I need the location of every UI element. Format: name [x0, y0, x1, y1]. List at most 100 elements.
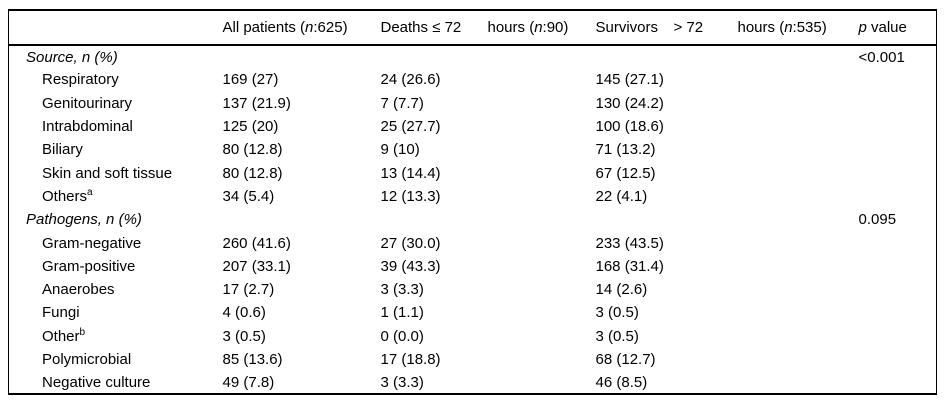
row-label: Skin and soft tissue [42, 164, 173, 182]
row-label: Genitourinary [42, 94, 133, 112]
row-label: Others [42, 187, 88, 205]
cell-hours-n535 [738, 161, 859, 184]
cell-survivors: 46 (8.5) [595, 373, 648, 391]
row-label: Biliary [42, 141, 83, 159]
row-label-cell: Source, n (%) [9, 45, 223, 68]
cell-hours-n90 [488, 278, 596, 301]
cell-deaths-72: 1 (1.1) [380, 304, 424, 322]
cell-gt-72 [674, 92, 738, 115]
row-label-cell: Intrabdominal [9, 115, 223, 138]
cell-hours-n90 [488, 92, 596, 115]
cell-deaths-72: 24 (26.6) [380, 71, 441, 89]
cell-survivors: 130 (24.2) [595, 94, 664, 112]
header-italic-n: n [305, 19, 314, 36]
row-label-cell: Othersa [9, 185, 223, 208]
cell-hours-n535 [738, 231, 859, 254]
cell-survivors: 68 (12.7) [595, 351, 656, 368]
table-row: Fungi 4 (0.6) 1 (1.1) 3 (0.5) [9, 301, 937, 324]
cell-gt-72 [674, 185, 738, 208]
cell-gt-72 [674, 231, 738, 254]
row-label: Anaerobes [42, 281, 115, 299]
row-label: Gram-positive [42, 257, 136, 275]
cell-hours-n535 [738, 325, 859, 348]
cell-all-patients: 4 (0.6) [222, 304, 266, 322]
cell-gt-72 [674, 348, 738, 371]
cell-all-patients: 34 (5.4) [222, 187, 275, 205]
cell-p-value: 0.095 [858, 211, 897, 229]
row-label-cell: Anaerobes [9, 278, 223, 301]
row-label: Respiratory [42, 71, 119, 89]
cell-all-patients: 260 (41.6) [222, 234, 291, 252]
cell-p-value [859, 301, 937, 324]
table-row: Skin and soft tissue 80 (12.8) 13 (14.4)… [9, 161, 937, 184]
header-italic-n: n [534, 19, 543, 36]
row-label-cell: Polymicrobial [9, 348, 223, 371]
cell-survivors [596, 45, 674, 68]
header-text: hours ( [737, 19, 785, 36]
cell-hours-n90 [488, 161, 596, 184]
cell-deaths-72: 9 (10) [380, 141, 420, 159]
cell-p-value [859, 371, 937, 394]
cell-gt-72 [674, 115, 738, 138]
footnote-marker: b [79, 326, 86, 338]
cell-hours-n535 [738, 278, 859, 301]
table-row: Gram-positive 207 (33.1) 39 (43.3) 168 (… [9, 255, 937, 278]
header-text: value [866, 19, 907, 36]
row-label: Other [42, 327, 80, 345]
cell-all-patients: 80 (12.8) [222, 164, 283, 182]
cell-all-patients: 80 (12.8) [222, 141, 283, 159]
header-text: > 72 [673, 19, 704, 36]
cell-hours-n535 [738, 348, 859, 371]
cell-hours-n535 [738, 371, 859, 394]
cell-deaths-72: 3 (3.3) [380, 281, 424, 299]
cell-hours-n535 [738, 138, 859, 161]
header-text: Survivors [595, 19, 659, 36]
clinical-outcomes-table: All patients (n:625) Deaths ≤ 72 hours (… [8, 9, 937, 396]
cell-hours-n90 [488, 68, 596, 91]
cell-deaths-72: 13 (14.4) [380, 164, 441, 182]
row-label-cell: Biliary [9, 138, 223, 161]
cell-p-value [859, 68, 937, 91]
cell-p-value [859, 231, 937, 254]
row-label-cell: Gram-negative [9, 231, 223, 254]
cell-survivors: 22 (4.1) [595, 187, 648, 205]
cell-hours-n535 [738, 68, 859, 91]
cell-gt-72 [674, 68, 738, 91]
cell-all-patients: 137 (21.9) [222, 94, 291, 112]
cell-survivors: 168 (31.4) [595, 257, 664, 275]
header-empty-cell [8, 10, 223, 46]
cell-deaths-72 [381, 208, 488, 231]
cell-gt-72 [674, 371, 738, 394]
header-hours-n90: hours (n:90) [487, 10, 596, 46]
cell-hours-n535 [738, 92, 859, 115]
cell-survivors: 145 (27.1) [595, 71, 664, 89]
cell-hours-n90 [488, 45, 596, 68]
cell-survivors: 100 (18.6) [595, 118, 664, 136]
cell-hours-n535 [738, 45, 859, 68]
cell-survivors: 3 (0.5) [595, 304, 639, 322]
cell-hours-n90 [488, 138, 596, 161]
cell-all-patients: 169 (27) [222, 71, 279, 89]
cell-gt-72 [674, 278, 738, 301]
cell-deaths-72: 12 (13.3) [380, 187, 441, 205]
table-row: Respiratory 169 (27) 24 (26.6) 145 (27.1… [9, 68, 937, 91]
header-hours-n535: hours (n:535) [737, 10, 859, 46]
cell-deaths-72: 27 (30.0) [380, 234, 441, 252]
cell-hours-n535 [738, 255, 859, 278]
cell-all-patients: 3 (0.5) [222, 327, 266, 345]
cell-gt-72 [674, 255, 738, 278]
cell-gt-72 [674, 301, 738, 324]
table-header-row: All patients (n:625) Deaths ≤ 72 hours (… [8, 10, 937, 46]
cell-p-value [859, 138, 937, 161]
cell-all-patients [223, 208, 381, 231]
row-label-cell: Fungi [9, 301, 223, 324]
cell-hours-n90 [488, 301, 596, 324]
header-text: :625) [313, 19, 348, 36]
cell-survivors: 3 (0.5) [595, 327, 639, 345]
row-label: Polymicrobial [42, 351, 132, 368]
cell-all-patients [223, 45, 381, 68]
row-label: Intrabdominal [42, 118, 133, 136]
row-label: Fungi [42, 304, 80, 322]
cell-survivors: 233 (43.5) [595, 234, 664, 252]
